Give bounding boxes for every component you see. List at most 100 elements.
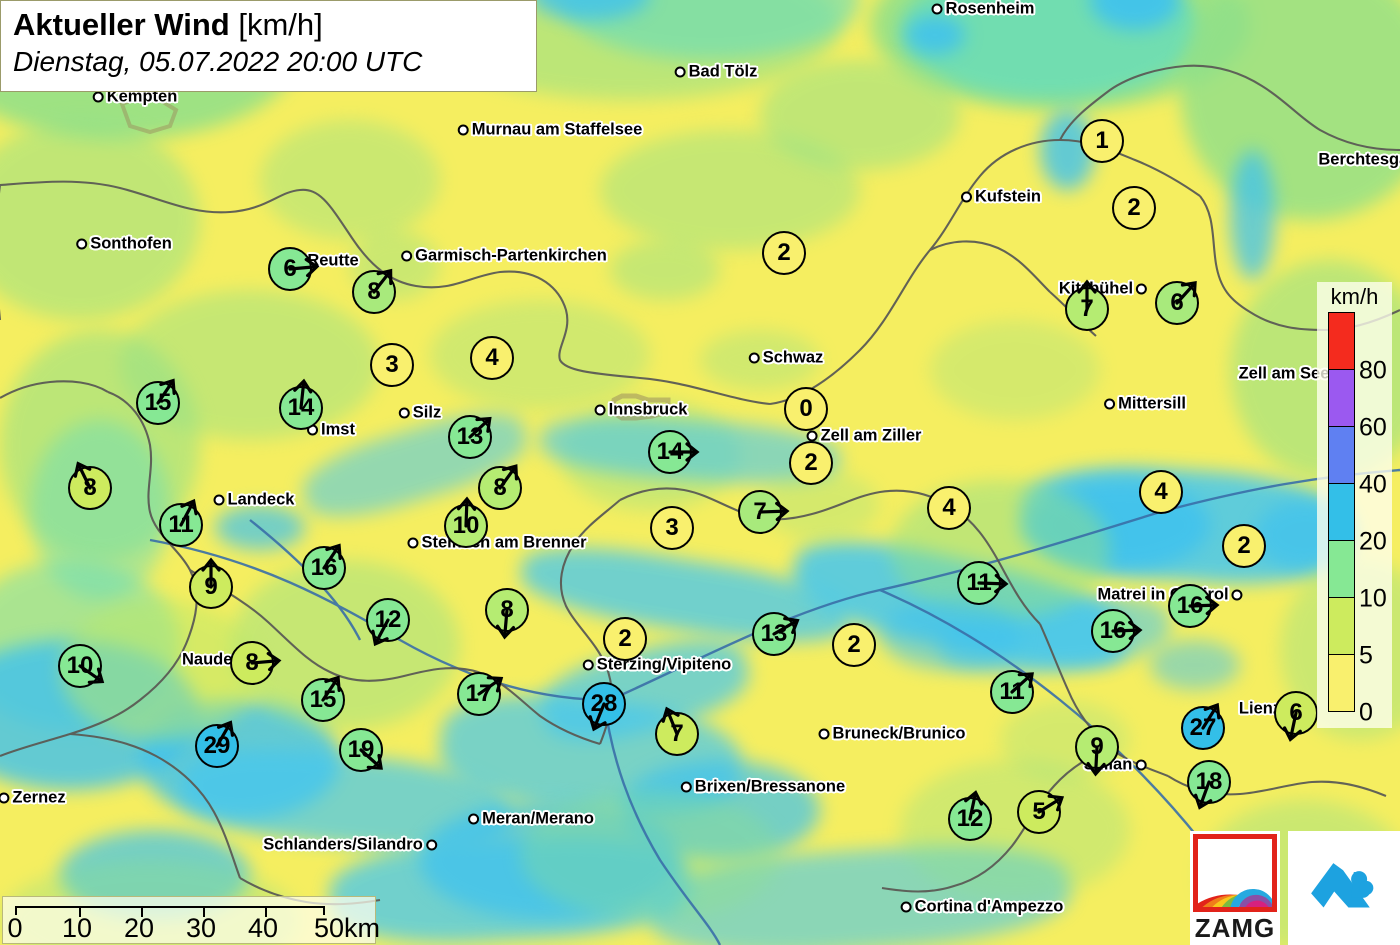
scale-tick <box>141 908 144 917</box>
wind-station-marker[interactable]: 6 <box>1155 281 1199 325</box>
wind-station-marker[interactable]: 5 <box>1017 790 1065 834</box>
wind-station-marker[interactable]: 16 <box>302 543 346 590</box>
wind-speed-value: 7 <box>1080 295 1094 322</box>
city-dot-icon <box>1104 398 1116 410</box>
legend-tick-label: 5 <box>1359 641 1373 670</box>
wind-station-marker[interactable]: 15 <box>136 378 180 425</box>
city-marker: Zell am Ziller <box>806 427 921 446</box>
wind-station-marker[interactable]: 27 <box>1181 702 1225 750</box>
city-dot-icon <box>92 91 104 103</box>
wind-station-marker[interactable]: 13 <box>752 612 800 656</box>
wind-station-marker[interactable]: 18 <box>1187 760 1231 810</box>
city-marker: Rosenheim <box>931 0 1034 19</box>
wind-station-marker[interactable]: 4 <box>927 486 971 530</box>
wind-station-marker[interactable]: 6 <box>268 247 320 291</box>
city-marker: Sterzing/Vipiteno <box>582 656 731 675</box>
wind-station-marker[interactable]: 8 <box>352 268 396 314</box>
city-dot-icon <box>594 404 606 416</box>
wind-station-marker[interactable]: 15 <box>301 675 345 722</box>
city-dot-icon <box>818 728 830 740</box>
wind-station-marker[interactable]: 14 <box>279 378 323 430</box>
city-marker: Cortina d'Ampezzo <box>900 898 1063 917</box>
wind-station-marker[interactable]: 4 <box>470 336 514 380</box>
wind-station-marker[interactable]: 8 <box>478 464 522 510</box>
wind-speed-value: 4 <box>485 344 499 371</box>
mountain-cloud-icon <box>1311 863 1374 908</box>
wind-station-marker[interactable]: 6 <box>1274 691 1318 742</box>
wind-station-marker[interactable]: 7 <box>1065 279 1109 331</box>
wind-speed-value: 14 <box>656 438 684 465</box>
wind-speed-value: 7 <box>670 720 684 747</box>
wind-station-marker[interactable]: 2 <box>832 623 876 667</box>
wind-speed-value: 11 <box>999 678 1025 705</box>
wind-station-marker[interactable]: 2 <box>1112 186 1156 230</box>
wind-station-marker[interactable]: 19 <box>339 728 383 772</box>
city-label: Brixen/Bressanone <box>694 777 846 796</box>
wind-station-marker[interactable]: 8 <box>68 461 112 510</box>
scale-tick <box>79 908 82 917</box>
legend-tick-label: 40 <box>1359 470 1387 499</box>
wind-station-marker[interactable]: 16 <box>1091 609 1143 653</box>
wind-station-marker[interactable]: 7 <box>655 706 699 756</box>
wind-station-marker[interactable]: 12 <box>366 598 410 647</box>
wind-speed-value: 28 <box>590 690 618 717</box>
legend-colorbar: 80 60 40 20 10 5 0 <box>1328 312 1387 727</box>
wind-station-marker[interactable]: 14 <box>648 430 700 474</box>
wind-station-marker[interactable]: 2 <box>789 441 833 485</box>
wind-speed-value: 3 <box>385 351 399 378</box>
city-dot-icon <box>213 494 225 506</box>
city-marker: Silz <box>398 404 441 423</box>
city-marker: Meran/Merano <box>468 810 594 829</box>
wind-speed-value: 4 <box>942 494 956 521</box>
wind-station-marker[interactable]: 0 <box>784 387 828 431</box>
wind-station-marker[interactable]: 3 <box>650 506 694 550</box>
wind-station-marker[interactable]: 4 <box>1139 470 1183 514</box>
city-label: Zernez <box>12 788 66 807</box>
wind-speed-value: 6 <box>1289 699 1303 726</box>
wind-station-marker[interactable]: 10 <box>58 644 105 688</box>
city-label: Murnau am Staffelsee <box>471 120 643 139</box>
wind-station-marker[interactable]: 28 <box>582 682 626 732</box>
wind-speed-value: 11 <box>966 569 992 596</box>
wind-station-marker[interactable]: 1 <box>1080 119 1124 163</box>
wind-station-marker[interactable]: 11 <box>990 670 1034 714</box>
wind-station-marker[interactable]: 3 <box>370 343 414 387</box>
wind-station-marker[interactable]: 10 <box>444 496 488 548</box>
legend-band: 0 <box>1328 653 1373 727</box>
wind-speed-value: 0 <box>799 395 813 422</box>
city-label: Garmisch-Partenkirchen <box>415 246 607 265</box>
wind-speed-value: 16 <box>1176 592 1204 619</box>
city-marker: Schlanders/Silandro <box>263 836 437 855</box>
wind-speed-value: 6 <box>1170 289 1184 316</box>
wind-station-marker[interactable]: 8 <box>230 641 282 685</box>
city-dot-icon <box>680 781 692 793</box>
wind-station-marker[interactable]: 9 <box>1075 725 1119 777</box>
wind-station-marker[interactable]: 16 <box>1168 584 1220 628</box>
wind-station-marker[interactable]: 2 <box>762 231 806 275</box>
wind-speed-value: 14 <box>287 394 315 421</box>
wind-speed-value: 2 <box>1127 194 1141 221</box>
scale-tick <box>265 908 268 917</box>
wind-station-marker[interactable]: 12 <box>948 790 992 841</box>
city-label: Zell am See <box>1238 364 1330 383</box>
city-marker: Kufstein <box>961 188 1041 207</box>
wind-station-marker[interactable]: 29 <box>195 720 239 768</box>
city-dot-icon <box>674 66 686 78</box>
wind-station-marker[interactable]: 13 <box>448 415 492 459</box>
wind-speed-value: 8 <box>245 649 259 676</box>
wind-station-marker[interactable]: 11 <box>957 561 1009 605</box>
wind-station-marker[interactable]: 2 <box>1222 524 1266 568</box>
wind-station-marker[interactable]: 11 <box>159 498 203 547</box>
city-label: Kufstein <box>975 187 1041 206</box>
wind-station-marker[interactable]: 8 <box>485 588 529 640</box>
wind-speed-value: 8 <box>83 474 97 501</box>
scale-label: 20 <box>123 913 155 943</box>
city-marker: Innsbruck <box>594 401 687 420</box>
city-label: Landeck <box>227 490 295 509</box>
wind-station-marker[interactable]: 2 <box>603 617 647 661</box>
wind-station-marker[interactable]: 7 <box>738 490 790 534</box>
wind-station-marker[interactable]: 9 <box>189 557 233 609</box>
wind-station-marker[interactable]: 17 <box>457 672 504 716</box>
wind-speed-value: 3 <box>665 514 679 541</box>
